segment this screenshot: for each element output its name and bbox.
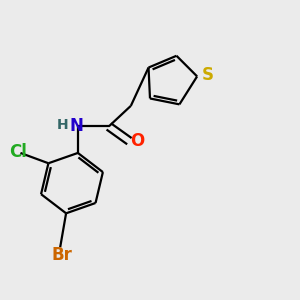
Text: Br: Br	[51, 245, 72, 263]
Text: N: N	[70, 117, 83, 135]
Text: Cl: Cl	[9, 143, 27, 161]
Text: O: O	[130, 132, 145, 150]
Text: H: H	[57, 118, 68, 132]
Text: S: S	[201, 66, 213, 84]
